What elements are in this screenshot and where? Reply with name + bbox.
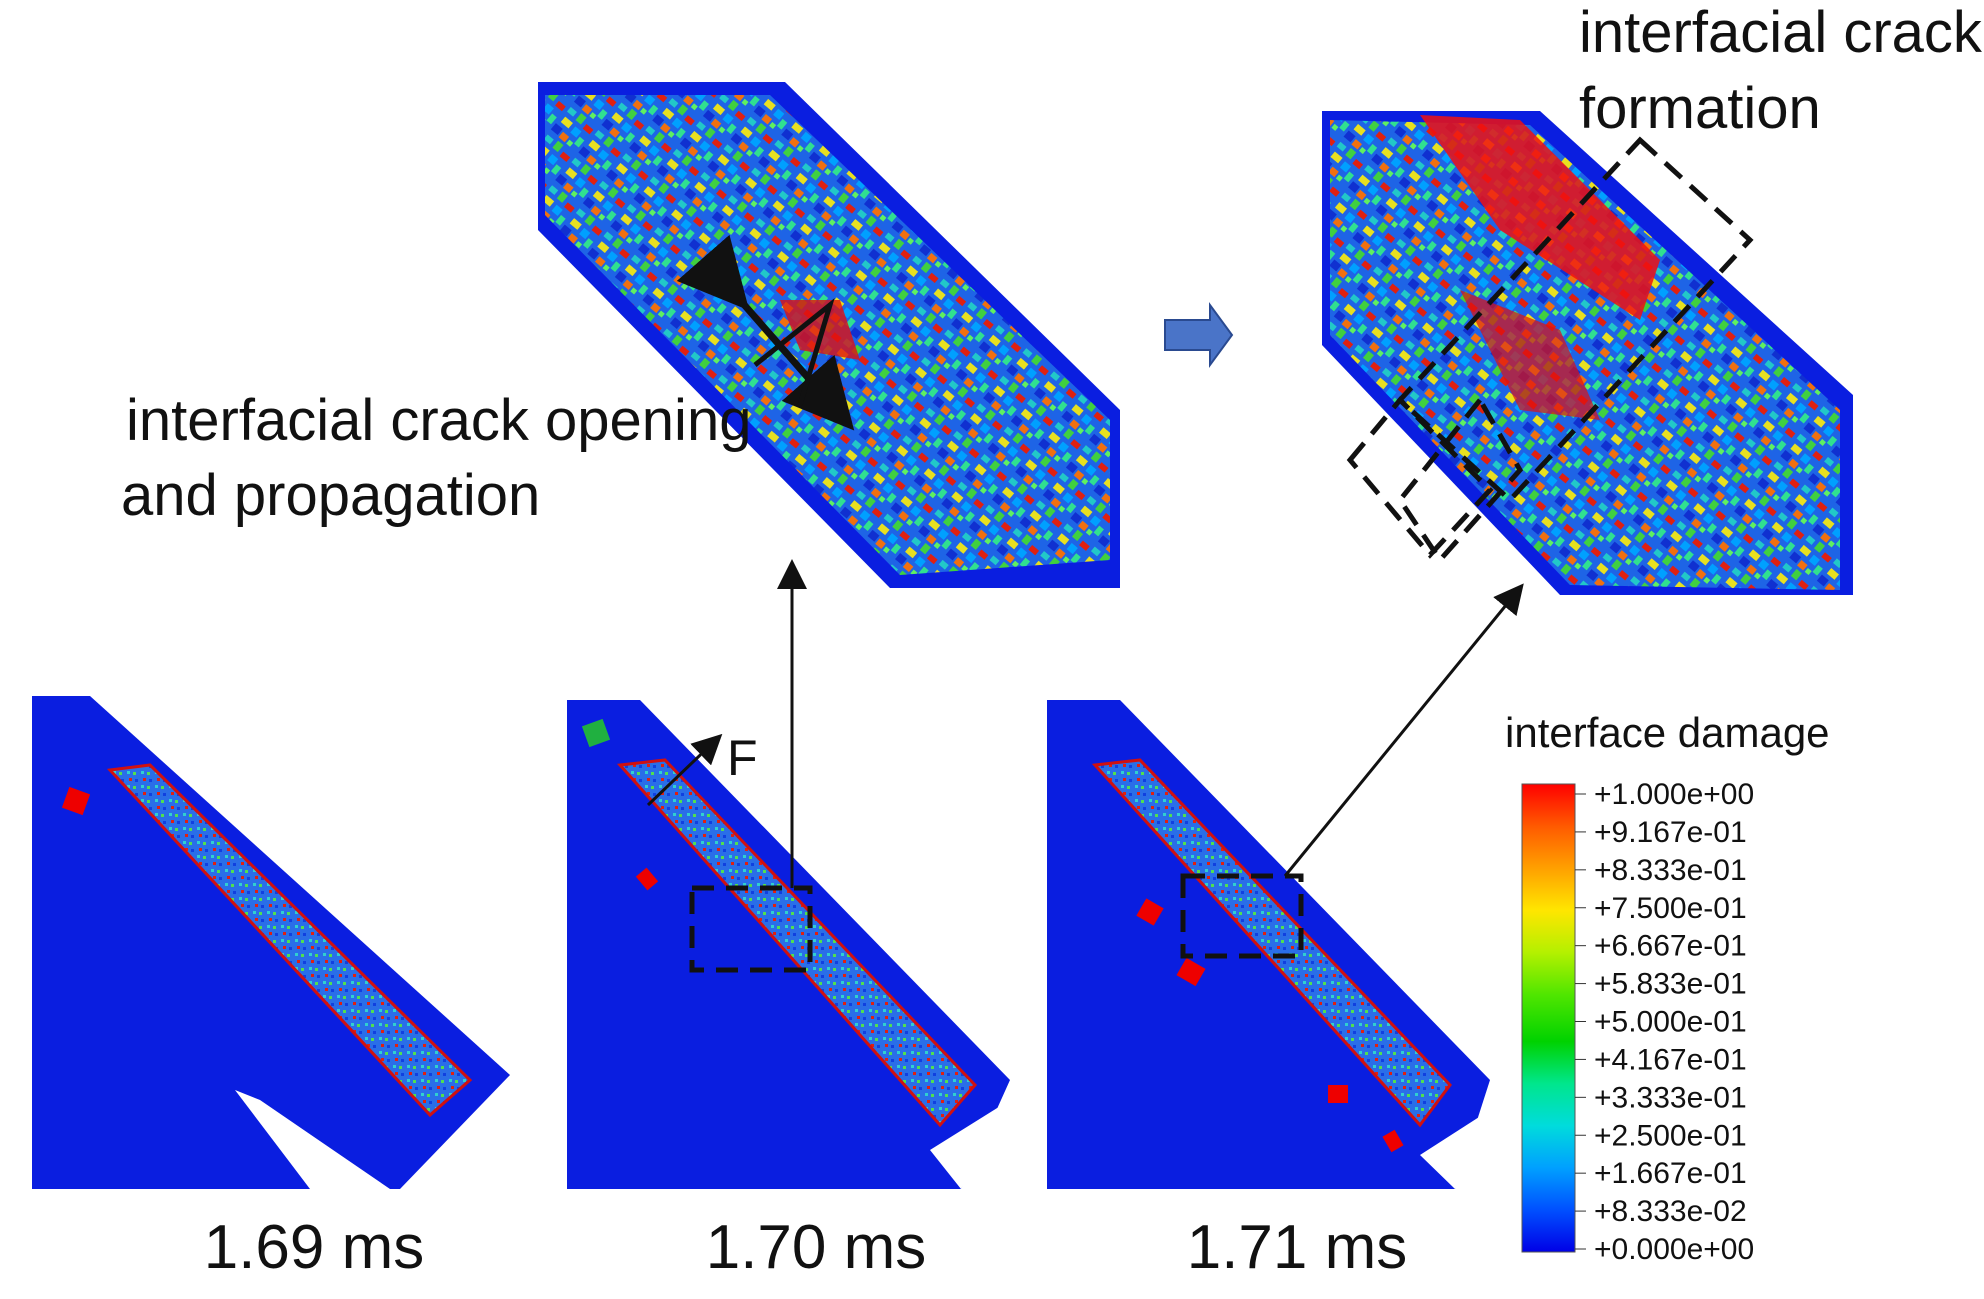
colorbar-label: +6.667e-01 bbox=[1594, 930, 1747, 963]
time-label: 1.69 ms bbox=[204, 1213, 425, 1282]
colorbar-label: +1.667e-01 bbox=[1594, 1157, 1747, 1190]
arrow-icon bbox=[1164, 301, 1234, 369]
colorbar-title: interface damage bbox=[1505, 709, 1830, 756]
colorbar-label: +5.000e-01 bbox=[1594, 1006, 1747, 1039]
annotation: and propagation bbox=[121, 463, 540, 528]
colorbar-label: +0.000e+00 bbox=[1594, 1233, 1754, 1266]
colorbar-label: +2.500e-01 bbox=[1594, 1119, 1747, 1152]
time-label: 1.70 ms bbox=[706, 1213, 927, 1282]
colorbar-label: +1.000e+00 bbox=[1594, 778, 1754, 811]
colorbar-label: +7.500e-01 bbox=[1594, 892, 1747, 925]
annotation: formation bbox=[1579, 76, 1821, 141]
force-label: F bbox=[727, 730, 758, 786]
dashed-box bbox=[1396, 395, 1524, 565]
colorbar-label: +4.167e-01 bbox=[1594, 1043, 1747, 1076]
colorbar-label: +9.167e-01 bbox=[1594, 816, 1747, 849]
panel-3 bbox=[1047, 583, 1524, 1189]
colorbar-scale bbox=[1521, 783, 1576, 1253]
annotation: interfacial crack opening bbox=[126, 388, 751, 453]
colorbar-label: +8.333e-02 bbox=[1594, 1195, 1747, 1228]
colorbar-label: +3.333e-01 bbox=[1594, 1081, 1747, 1114]
dashed-box bbox=[1180, 873, 1304, 959]
zoom-view-2 bbox=[1164, 111, 1853, 595]
colorbar: interface damage +1.000e+00 +9.167e-01 +8.… bbox=[1505, 709, 1830, 1266]
panel-1 bbox=[32, 696, 510, 1189]
annotation: interfacial crack bbox=[1579, 0, 1983, 65]
dashed-box bbox=[689, 885, 813, 973]
dashed-box bbox=[1396, 136, 1754, 504]
colorbar-label: +5.833e-01 bbox=[1594, 968, 1747, 1001]
panel-2: F bbox=[567, 559, 1010, 1189]
colorbar-label: +8.333e-01 bbox=[1594, 854, 1747, 887]
zoom-view-1 bbox=[538, 82, 1120, 588]
time-label: 1.71 ms bbox=[1187, 1213, 1408, 1282]
dashed-box bbox=[1346, 396, 1494, 559]
